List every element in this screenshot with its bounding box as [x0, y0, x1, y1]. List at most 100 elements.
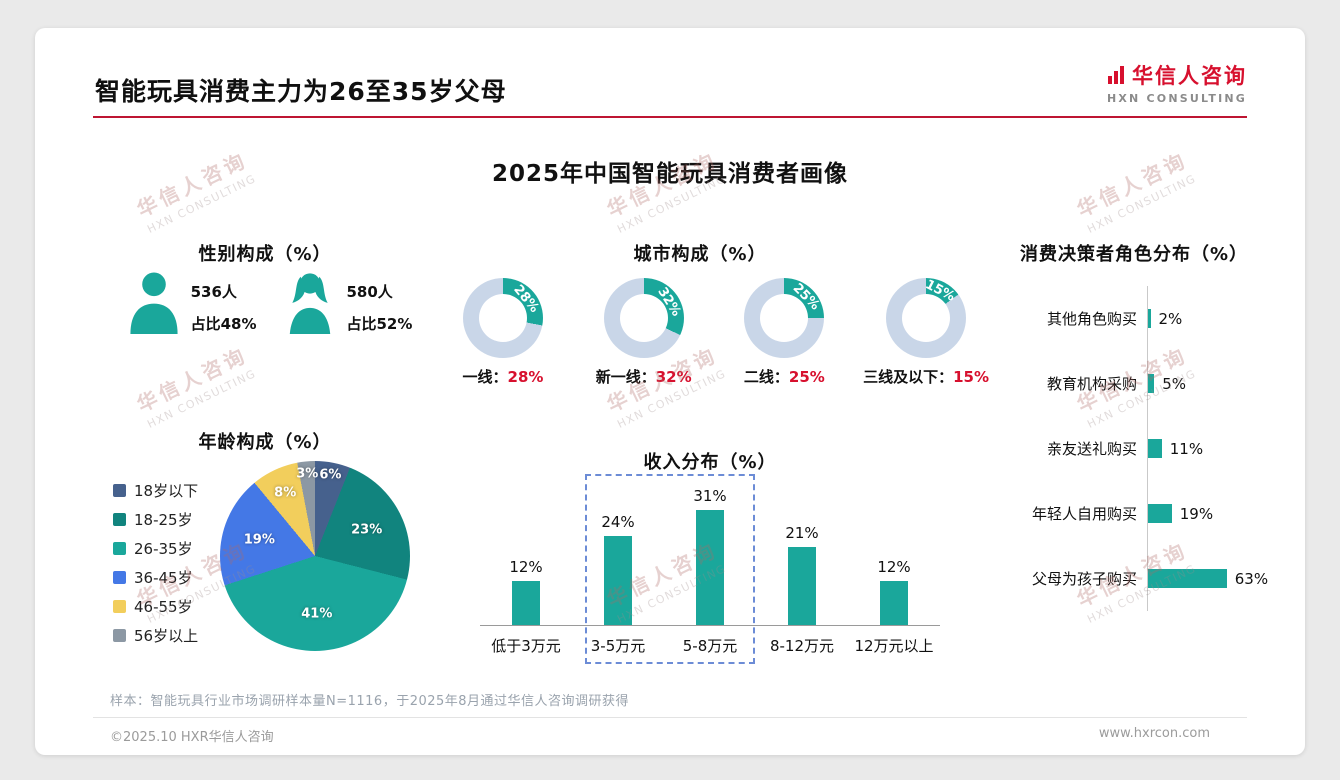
page-title: 智能玩具消费主力为26至35岁父母 [95, 77, 507, 106]
income-bar-col: 24% [572, 513, 664, 625]
city-section-title: 城市构成（%） [633, 244, 767, 265]
legend-label: 36-45岁 [134, 569, 193, 587]
income-category-label: 3-5万元 [590, 637, 646, 655]
income-value-label: 24% [601, 513, 635, 532]
donut-percent-label: 15% [922, 277, 957, 306]
decision-section-title: 消费决策者角色分布（%） [1019, 244, 1249, 265]
legend-item: 18-25岁 [113, 505, 198, 534]
legend-color-chip [113, 484, 126, 497]
decision-value-label: 19% [1179, 504, 1214, 523]
income-value-label: 31% [693, 487, 727, 506]
decision-value-label: 63% [1234, 569, 1269, 588]
pie-slice-label: 3% [296, 466, 319, 482]
income-category-label: 12万元以上 [854, 637, 934, 655]
decision-row: 其他角色购买 2% [987, 286, 1305, 351]
decision-bar [1148, 439, 1162, 458]
donut-chart: 28% [463, 278, 543, 358]
donut-chart: 32% [603, 278, 684, 358]
donut-percent-label: 28% [510, 282, 542, 316]
legend-color-chip [113, 542, 126, 555]
city-donut-cell: 25% 二线：25% [722, 278, 846, 387]
gender-group-female: 580人 占比52% [283, 270, 412, 340]
city-donut-row: 28% 一线：28% 32% 新一线：32% 25% 二线：25% 15% 三线及以下：15% [441, 278, 989, 387]
decision-bar-area: 11% [1147, 416, 1203, 481]
male-icon [130, 272, 178, 334]
legend-label: 46-55岁 [134, 598, 193, 616]
decision-rows: 其他角色购买 2% 教育机构采购 5% 亲友送礼购买 11% 年轻人自用购买 19% 父母为孩子… [987, 286, 1305, 611]
legend-item: 36-45岁 [113, 563, 198, 592]
donut-caption: 新一线：32% [595, 368, 692, 386]
income-category-label: 8-12万元 [769, 637, 835, 655]
watermark-en: HXN CONSULTING [145, 366, 259, 431]
income-value-label: 21% [785, 524, 819, 543]
decision-value-label: 11% [1169, 439, 1204, 458]
legend-color-chip [113, 600, 126, 613]
sample-footnote: 样本：智能玩具行业市场调研样本量N=1116，于2025年8月通过华信人咨询调研… [110, 694, 630, 709]
city-donut-cell: 32% 新一线：32% [582, 278, 706, 387]
income-bar-col: 12% [480, 558, 572, 625]
income-value-label: 12% [877, 557, 911, 576]
legend-item: 46-55岁 [113, 592, 198, 621]
income-bars: 12% 24% 31% 21% 12% [480, 478, 940, 626]
income-highlight-box [585, 474, 755, 664]
income-chart: 收入分布（%） 12% 24% 31% 21% 12% 低于3万元 3-5万元 5-8万元 8… [480, 448, 950, 710]
decision-bar-area: 5% [1147, 351, 1186, 416]
donut-chart: 15% [886, 277, 967, 358]
male-share: 占比48% [190, 315, 257, 333]
decision-row: 年轻人自用购买 19% [987, 481, 1305, 546]
income-bar [512, 580, 540, 625]
donut-chart: 25% [744, 278, 825, 358]
donut-percent-label: 25% [789, 280, 822, 314]
income-bar [880, 580, 908, 625]
decision-category-label: 教育机构采购 [1046, 375, 1137, 393]
pie-slice-label: 19% [243, 532, 275, 548]
donut-caption: 三线及以下：15% [863, 368, 989, 386]
decision-row: 亲友送礼购买 11% [987, 416, 1305, 481]
header-divider [93, 116, 1247, 118]
decision-bar-area: 2% [1147, 286, 1182, 351]
legend-color-chip [113, 513, 126, 526]
main-chart-title: 2025年中国智能玩具消费者画像 [491, 161, 848, 187]
decision-category-label: 父母为孩子购买 [1031, 570, 1137, 588]
income-bar [696, 510, 724, 625]
gender-pictogram: 536人 占比48% 580人 占比52% [97, 270, 442, 340]
gender-group-male: 536人 占比48% [127, 270, 257, 340]
decision-bar-area: 63% [1147, 546, 1268, 611]
decision-bar [1148, 374, 1155, 393]
pie-slice-label: 41% [301, 606, 333, 622]
pie-slice-label: 23% [351, 522, 383, 538]
income-bar-col: 12% [848, 558, 940, 625]
logo-cn-text: 华信人咨询 [1132, 64, 1247, 88]
logo: 华信人咨询 HXN CONSULTING [1106, 60, 1247, 105]
income-category-label: 5-8万元 [682, 637, 738, 655]
legend-color-chip [113, 629, 126, 642]
legend-label: 56岁以上 [134, 627, 199, 645]
income-section-title: 收入分布（%） [643, 452, 777, 473]
decision-bar [1148, 569, 1227, 588]
male-count: 536人 [190, 283, 237, 301]
watermark: 华信人咨询 HXN CONSULTING [131, 339, 258, 431]
website-text: www.hxrcon.com [1098, 726, 1210, 741]
decision-bar-area: 19% [1147, 481, 1213, 546]
age-legend: 18岁以下 18-25岁 26-35岁 36-45岁 46-55岁 56岁以上 [113, 476, 198, 650]
city-donut-cell: 15% 三线及以下：15% [863, 278, 989, 387]
decision-row: 教育机构采购 5% [987, 351, 1305, 416]
female-icon [289, 273, 330, 334]
legend-item: 26-35岁 [113, 534, 198, 563]
logo-bars-icon [1108, 66, 1124, 84]
report-card: 智能玩具消费主力为26至35岁父母 华信人咨询 HXN CONSULTING 2… [35, 28, 1305, 755]
income-value-label: 12% [509, 557, 543, 576]
decision-row: 父母为孩子购买 63% [987, 546, 1305, 611]
gender-section-title: 性别构成（%） [198, 244, 332, 265]
income-bar [788, 547, 816, 625]
copyright-text: ©2025.10 HXR华信人咨询 [110, 730, 274, 745]
income-bar-col: 31% [664, 487, 756, 625]
income-categories: 低于3万元 3-5万元 5-8万元 8-12万元 12万元以上 [480, 626, 940, 656]
donut-caption: 一线：28% [462, 368, 544, 386]
female-count: 580人 [346, 283, 393, 301]
age-pie: 6% 23% 41% 19% 8% 3% [220, 461, 410, 651]
pie-slice-label: 8% [274, 485, 297, 501]
watermark-cn: 华信人咨询 [133, 342, 252, 417]
footer-divider [93, 717, 1247, 718]
decision-category-label: 亲友送礼购买 [1046, 440, 1137, 458]
